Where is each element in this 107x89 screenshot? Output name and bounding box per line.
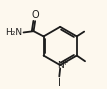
Text: H₂N: H₂N	[6, 28, 23, 37]
Text: I: I	[58, 78, 61, 88]
Text: O: O	[32, 10, 39, 20]
Text: +: +	[61, 58, 68, 67]
Text: N: N	[57, 61, 64, 70]
